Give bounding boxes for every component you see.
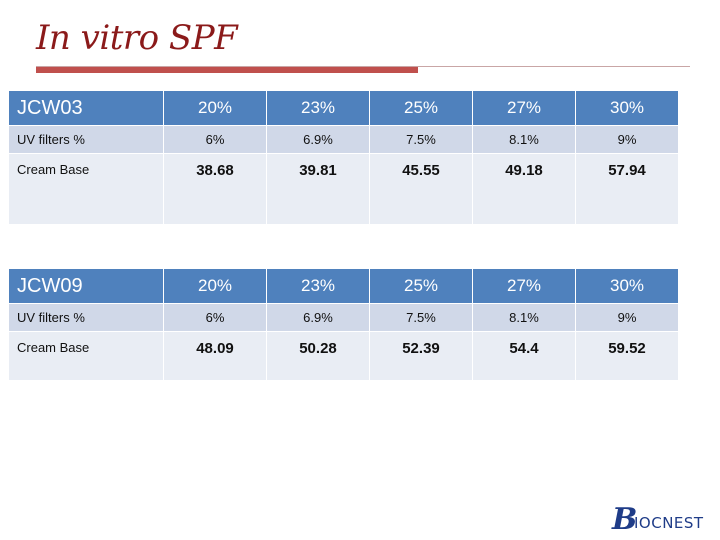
spf-value-cell: 49.18: [472, 153, 576, 225]
percent-cell: 27%: [472, 90, 576, 126]
spf-value-cell: 39.81: [266, 153, 370, 225]
spf-value-cell: 54.4: [472, 331, 576, 381]
spf-value-cell: 38.68: [163, 153, 267, 225]
spf-value-cell: 52.39: [369, 331, 473, 381]
percent-cell: 25%: [369, 90, 473, 126]
company-logo: B IOCNEST: [612, 502, 716, 537]
uv-value-cell: 9%: [575, 125, 679, 154]
spf-value-cell: 50.28: [266, 331, 370, 381]
uv-value-cell: 9%: [575, 303, 679, 332]
logo-initial: B: [612, 502, 638, 537]
logo-text: IOCNEST: [634, 514, 704, 532]
table-header-row: JCW09 20% 23% 25% 27% 30%: [8, 268, 679, 304]
percent-cell: 25%: [369, 268, 473, 304]
cream-base-row: Cream Base 38.68 39.81 45.55 49.18 57.94: [8, 153, 679, 225]
uv-filters-row: UV filters % 6% 6.9% 7.5% 8.1% 9%: [8, 303, 679, 332]
uv-value-cell: 8.1%: [472, 303, 576, 332]
percent-cell: 27%: [472, 268, 576, 304]
percent-cell: 20%: [163, 90, 267, 126]
slide-title: In vitro SPF: [36, 18, 238, 58]
spf-value-cell: 59.52: [575, 331, 679, 381]
title-underline-thin: [36, 66, 690, 67]
percent-cell: 30%: [575, 268, 679, 304]
uv-value-cell: 8.1%: [472, 125, 576, 154]
row-label: Cream Base: [8, 153, 164, 225]
spf-value-cell: 57.94: [575, 153, 679, 225]
uv-value-cell: 7.5%: [369, 125, 473, 154]
sample-name: JCW03: [8, 90, 164, 126]
sample-name: JCW09: [8, 268, 164, 304]
cream-base-row: Cream Base 48.09 50.28 52.39 54.4 59.52: [8, 331, 679, 381]
percent-cell: 30%: [575, 90, 679, 126]
title-underline-accent: [36, 67, 418, 73]
percent-cell: 23%: [266, 268, 370, 304]
percent-cell: 23%: [266, 90, 370, 126]
uv-value-cell: 6.9%: [266, 125, 370, 154]
spf-value-cell: 45.55: [369, 153, 473, 225]
table-header-row: JCW03 20% 23% 25% 27% 30%: [8, 90, 679, 126]
row-label: Cream Base: [8, 331, 164, 381]
percent-cell: 20%: [163, 268, 267, 304]
uv-value-cell: 6.9%: [266, 303, 370, 332]
row-label: UV filters %: [8, 125, 164, 154]
spf-table-jcw09: JCW09 20% 23% 25% 27% 30% UV filters % 6…: [8, 268, 679, 381]
uv-value-cell: 6%: [163, 303, 267, 332]
row-label: UV filters %: [8, 303, 164, 332]
uv-value-cell: 6%: [163, 125, 267, 154]
spf-table-jcw03: JCW03 20% 23% 25% 27% 30% UV filters % 6…: [8, 90, 679, 225]
uv-value-cell: 7.5%: [369, 303, 473, 332]
spf-value-cell: 48.09: [163, 331, 267, 381]
uv-filters-row: UV filters % 6% 6.9% 7.5% 8.1% 9%: [8, 125, 679, 154]
